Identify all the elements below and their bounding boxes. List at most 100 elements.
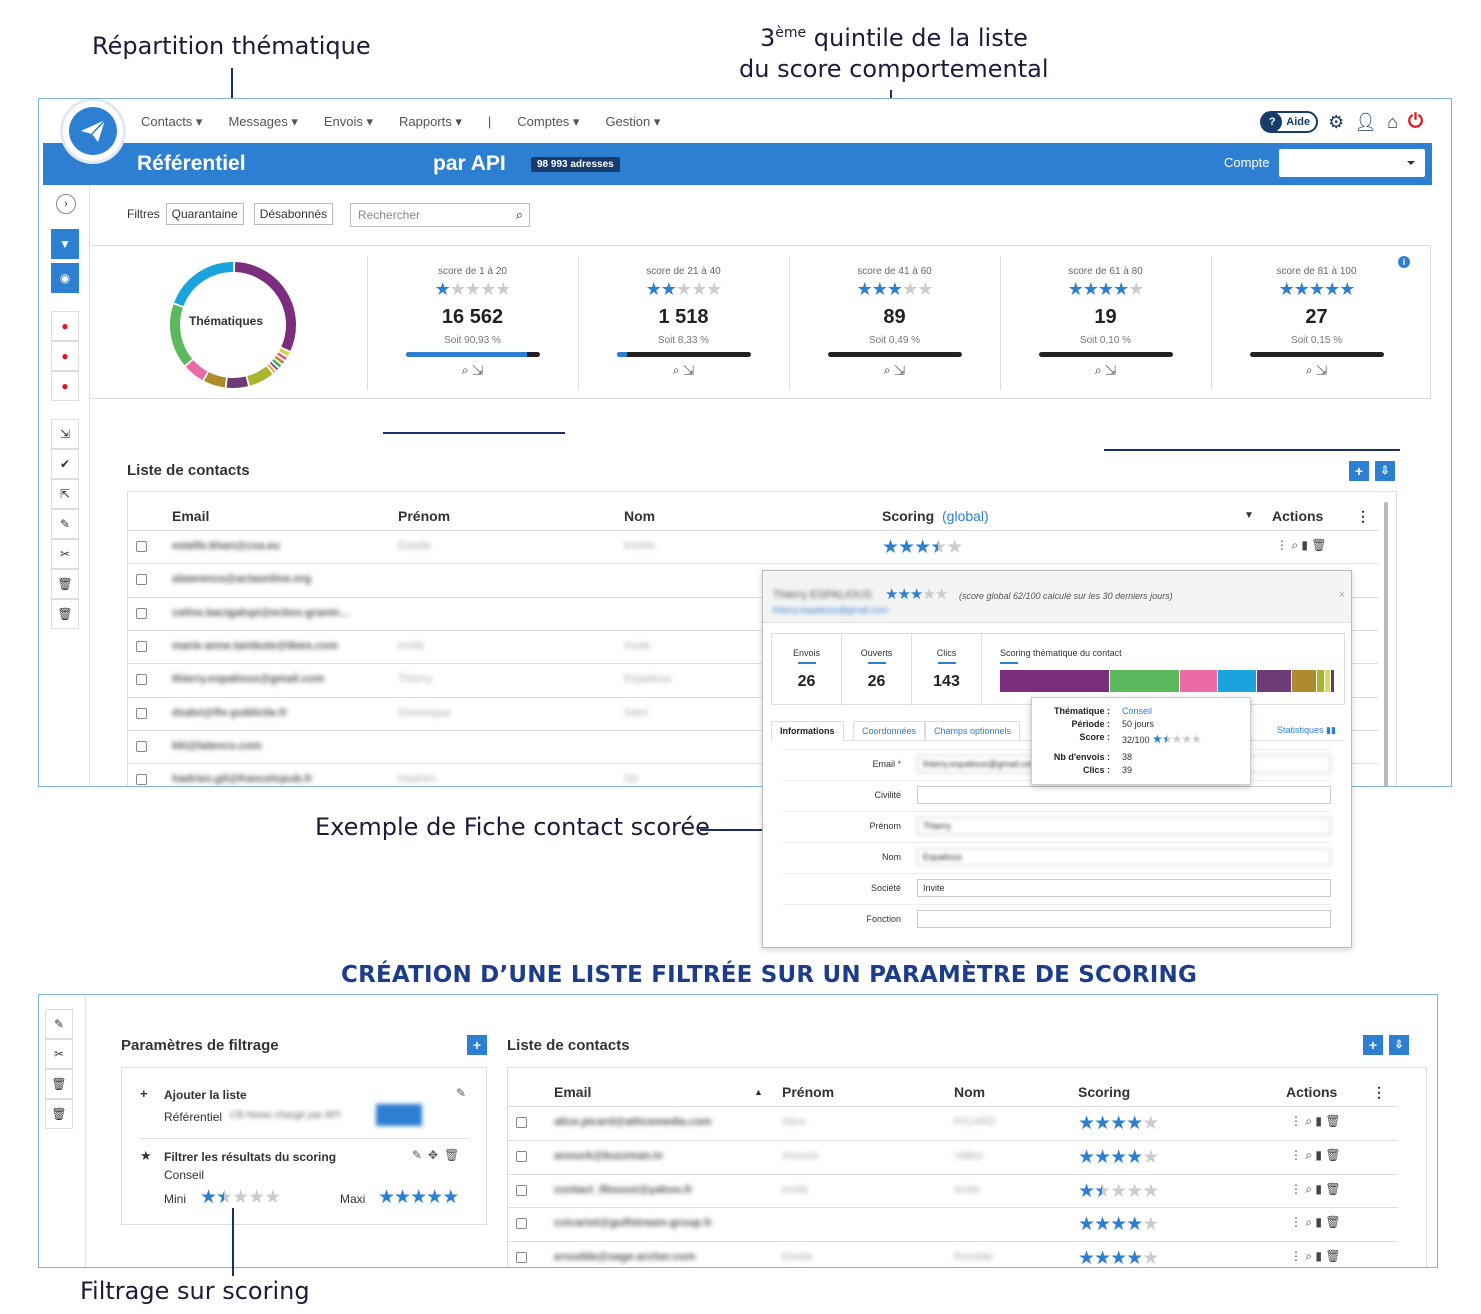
menu-item-0[interactable]: Contacts ▾ — [141, 114, 203, 129]
thematic-segment-8[interactable] — [1330, 670, 1335, 692]
column-prenom-2[interactable]: Prénom — [782, 1084, 835, 1100]
row-checkbox[interactable] — [516, 1218, 527, 1230]
donut-segment-11[interactable] — [170, 304, 193, 366]
table-row[interactable]: contact_ftloussi@yahoo.fr Invite Invite ★★★… — [508, 1173, 1398, 1207]
table-row[interactable]: estelle.khan@csa.eu Estelle KHAN ★★★★★ ⋮ ⌕ ▮… — [128, 530, 1378, 563]
score-bucket-3[interactable]: score de 41 à 60 ★★★★★ 89 Soit 0,49 % ⌕ ⇲ — [789, 256, 999, 390]
thematic-segment-5[interactable] — [1291, 670, 1316, 692]
export-icon[interactable]: ⇲ — [51, 419, 79, 449]
score-bucket-4[interactable]: score de 61 à 80 ★★★★★ 19 Soit 0,10 % ⌕ ⇲ — [1000, 256, 1210, 390]
download-list-button[interactable]: ⇩ — [1375, 461, 1395, 481]
row-actions[interactable]: ⋮ ⌕ ▮ 🗑︎ — [1290, 1181, 1341, 1196]
column-nom[interactable]: Nom — [624, 508, 656, 524]
donut-segment-6[interactable] — [267, 364, 276, 373]
add-list-plus-icon[interactable]: + — [140, 1086, 148, 1101]
user-icon[interactable]: 👤︎ — [1354, 111, 1378, 132]
column-email-2[interactable]: Email — [554, 1084, 592, 1100]
search-export-icons[interactable]: ⌕ ⇲ — [461, 363, 484, 377]
donut-segment-10[interactable] — [185, 359, 208, 381]
row-email[interactable]: dsalvi@ftv-publicite.fr — [172, 706, 288, 719]
row-checkbox[interactable] — [136, 740, 147, 752]
row-checkbox[interactable] — [136, 574, 147, 586]
field-input[interactable]: Invite — [917, 879, 1331, 897]
scissors-icon[interactable]: ✂ — [51, 539, 79, 569]
row-email[interactable]: estelle.khan@csa.eu — [172, 540, 280, 552]
row-checkbox[interactable] — [136, 674, 147, 686]
tab-informations[interactable]: Informations — [771, 721, 844, 741]
row-email[interactable]: contact_ftloussi@yahoo.fr — [554, 1183, 693, 1196]
donut-segment-3[interactable] — [274, 355, 285, 364]
trash-all-icon[interactable]: 🗑︎ — [51, 599, 79, 629]
alert-button-2[interactable]: ● — [51, 341, 79, 371]
row-email[interactable]: cvicariot@gulfstream-group.fr — [554, 1217, 713, 1230]
column-prenom[interactable]: Prénom — [398, 508, 451, 524]
row-actions[interactable]: ⋮ ⌕ ▮ 🗑︎ — [1290, 1114, 1341, 1128]
donut-segment-8[interactable] — [226, 376, 249, 388]
donut-segment-9[interactable] — [204, 372, 227, 388]
scoring-dropdown-icon[interactable]: ▼ — [1244, 510, 1254, 521]
row-actions[interactable]: ⋮ ⌕ ▮ 🗑︎ — [1276, 538, 1327, 552]
row-checkbox[interactable] — [136, 541, 147, 552]
search-export-icons[interactable]: ⌕ ⇲ — [1094, 363, 1117, 377]
row-checkbox[interactable] — [516, 1150, 527, 1162]
thematic-segment-2[interactable] — [1179, 670, 1218, 692]
row-checkbox[interactable] — [516, 1117, 527, 1128]
search-export-icons[interactable]: ⌕ ⇲ — [672, 363, 695, 377]
check-icon[interactable]: ✔ — [51, 449, 79, 479]
field-input[interactable] — [917, 910, 1331, 928]
row-checkbox[interactable] — [136, 640, 147, 652]
settings-gears-icon[interactable]: ⚙ — [1328, 111, 1345, 132]
column-scoring[interactable]: Scoring (global) — [882, 508, 989, 524]
power-icon[interactable]: ⏻ — [1407, 111, 1423, 132]
trash-all-icon-2[interactable]: 🗑︎ — [45, 1099, 73, 1129]
tab-champs-optionnels[interactable]: Champs optionnels — [925, 721, 1021, 741]
sort-up-icon[interactable]: ▲ — [754, 1087, 763, 1097]
donut-segment-0[interactable] — [234, 262, 296, 351]
row-checkbox[interactable] — [136, 707, 147, 719]
edit-icon-2[interactable]: ✎ — [45, 1009, 73, 1039]
app-logo[interactable] — [63, 101, 123, 161]
add-contact-button-2[interactable]: + — [1363, 1035, 1383, 1055]
thematic-donut[interactable] — [166, 258, 300, 392]
table-row[interactable]: eroudde@sage-archer.com Elodie Roudde ★★★★★… — [508, 1241, 1398, 1267]
search-export-icons[interactable]: ⌕ ⇲ — [1305, 363, 1328, 377]
download-list-button-2[interactable]: ⇩ — [1389, 1035, 1409, 1055]
score-bucket-2[interactable]: score de 21 à 40 ★★★★★ 1 518 Soit 8,33 % ⌕ ⇲ — [578, 256, 788, 390]
filter-tool-button[interactable]: ▼ — [51, 229, 79, 259]
filter-desabonnes[interactable]: Désabonnés — [253, 203, 334, 225]
menu-item-1[interactable]: Messages ▾ — [228, 114, 298, 129]
donut-segment-2[interactable] — [277, 352, 287, 361]
trash-icon[interactable]: 🗑︎ — [51, 569, 79, 599]
row-actions[interactable]: ⋮ ⌕ ▮ 🗑︎ — [1290, 1147, 1341, 1162]
column-menu-icon[interactable]: ⋮ — [1356, 508, 1370, 524]
donut-segment-1[interactable] — [279, 348, 290, 357]
edit-list-icon[interactable]: ✎ — [456, 1086, 467, 1100]
edit-icon[interactable]: ✎ — [51, 509, 79, 539]
menu-item-2[interactable]: Envois ▾ — [323, 114, 373, 129]
row-email[interactable]: alice.picard@atticemedia.com — [554, 1116, 712, 1128]
row-checkbox[interactable] — [136, 774, 147, 786]
column-scoring-2[interactable]: Scoring — [1078, 1084, 1131, 1100]
thematic-segment-3[interactable] — [1218, 670, 1256, 692]
field-input[interactable]: Espalious — [917, 848, 1331, 866]
column-menu-icon-2[interactable]: ⋮ — [1372, 1084, 1386, 1100]
score-bucket-1[interactable]: score de 1 à 20 ★★★★★ 16 562 Soit 90,93 % ⌕ … — [367, 256, 577, 390]
donut-segment-5[interactable] — [269, 361, 279, 371]
row-email[interactable]: celine.bacigalupi@eckes-granin… — [172, 606, 351, 619]
thematic-scoring-bar[interactable] — [1000, 670, 1335, 692]
row-email[interactable]: kki@latexco.com — [172, 739, 262, 752]
scoring-global-link[interactable]: (global) — [942, 508, 989, 524]
alert-button-3[interactable]: ● — [51, 371, 79, 401]
home-icon[interactable]: ⌂ — [1387, 111, 1398, 132]
row-checkbox[interactable] — [516, 1184, 527, 1196]
menu-item-5[interactable]: Comptes ▾ — [517, 114, 580, 129]
row-email[interactable]: eroudde@sage-archer.com — [554, 1251, 696, 1264]
thematic-segment-0[interactable] — [1000, 670, 1110, 692]
row-checkbox[interactable] — [136, 607, 147, 619]
row-email[interactable]: thierry.espalious@gmail.com — [172, 673, 325, 686]
thematic-segment-1[interactable] — [1110, 670, 1179, 692]
menu-item-3[interactable]: Rapports ▾ — [399, 114, 462, 129]
tab-statistiques[interactable]: Statistiques ▮▮ — [1277, 725, 1336, 735]
row-actions[interactable]: ⋮ ⌕ ▮ 🗑︎ — [1290, 1249, 1341, 1264]
filter-edit-move-delete-icons[interactable]: ✎✥🗑︎ — [412, 1148, 466, 1162]
